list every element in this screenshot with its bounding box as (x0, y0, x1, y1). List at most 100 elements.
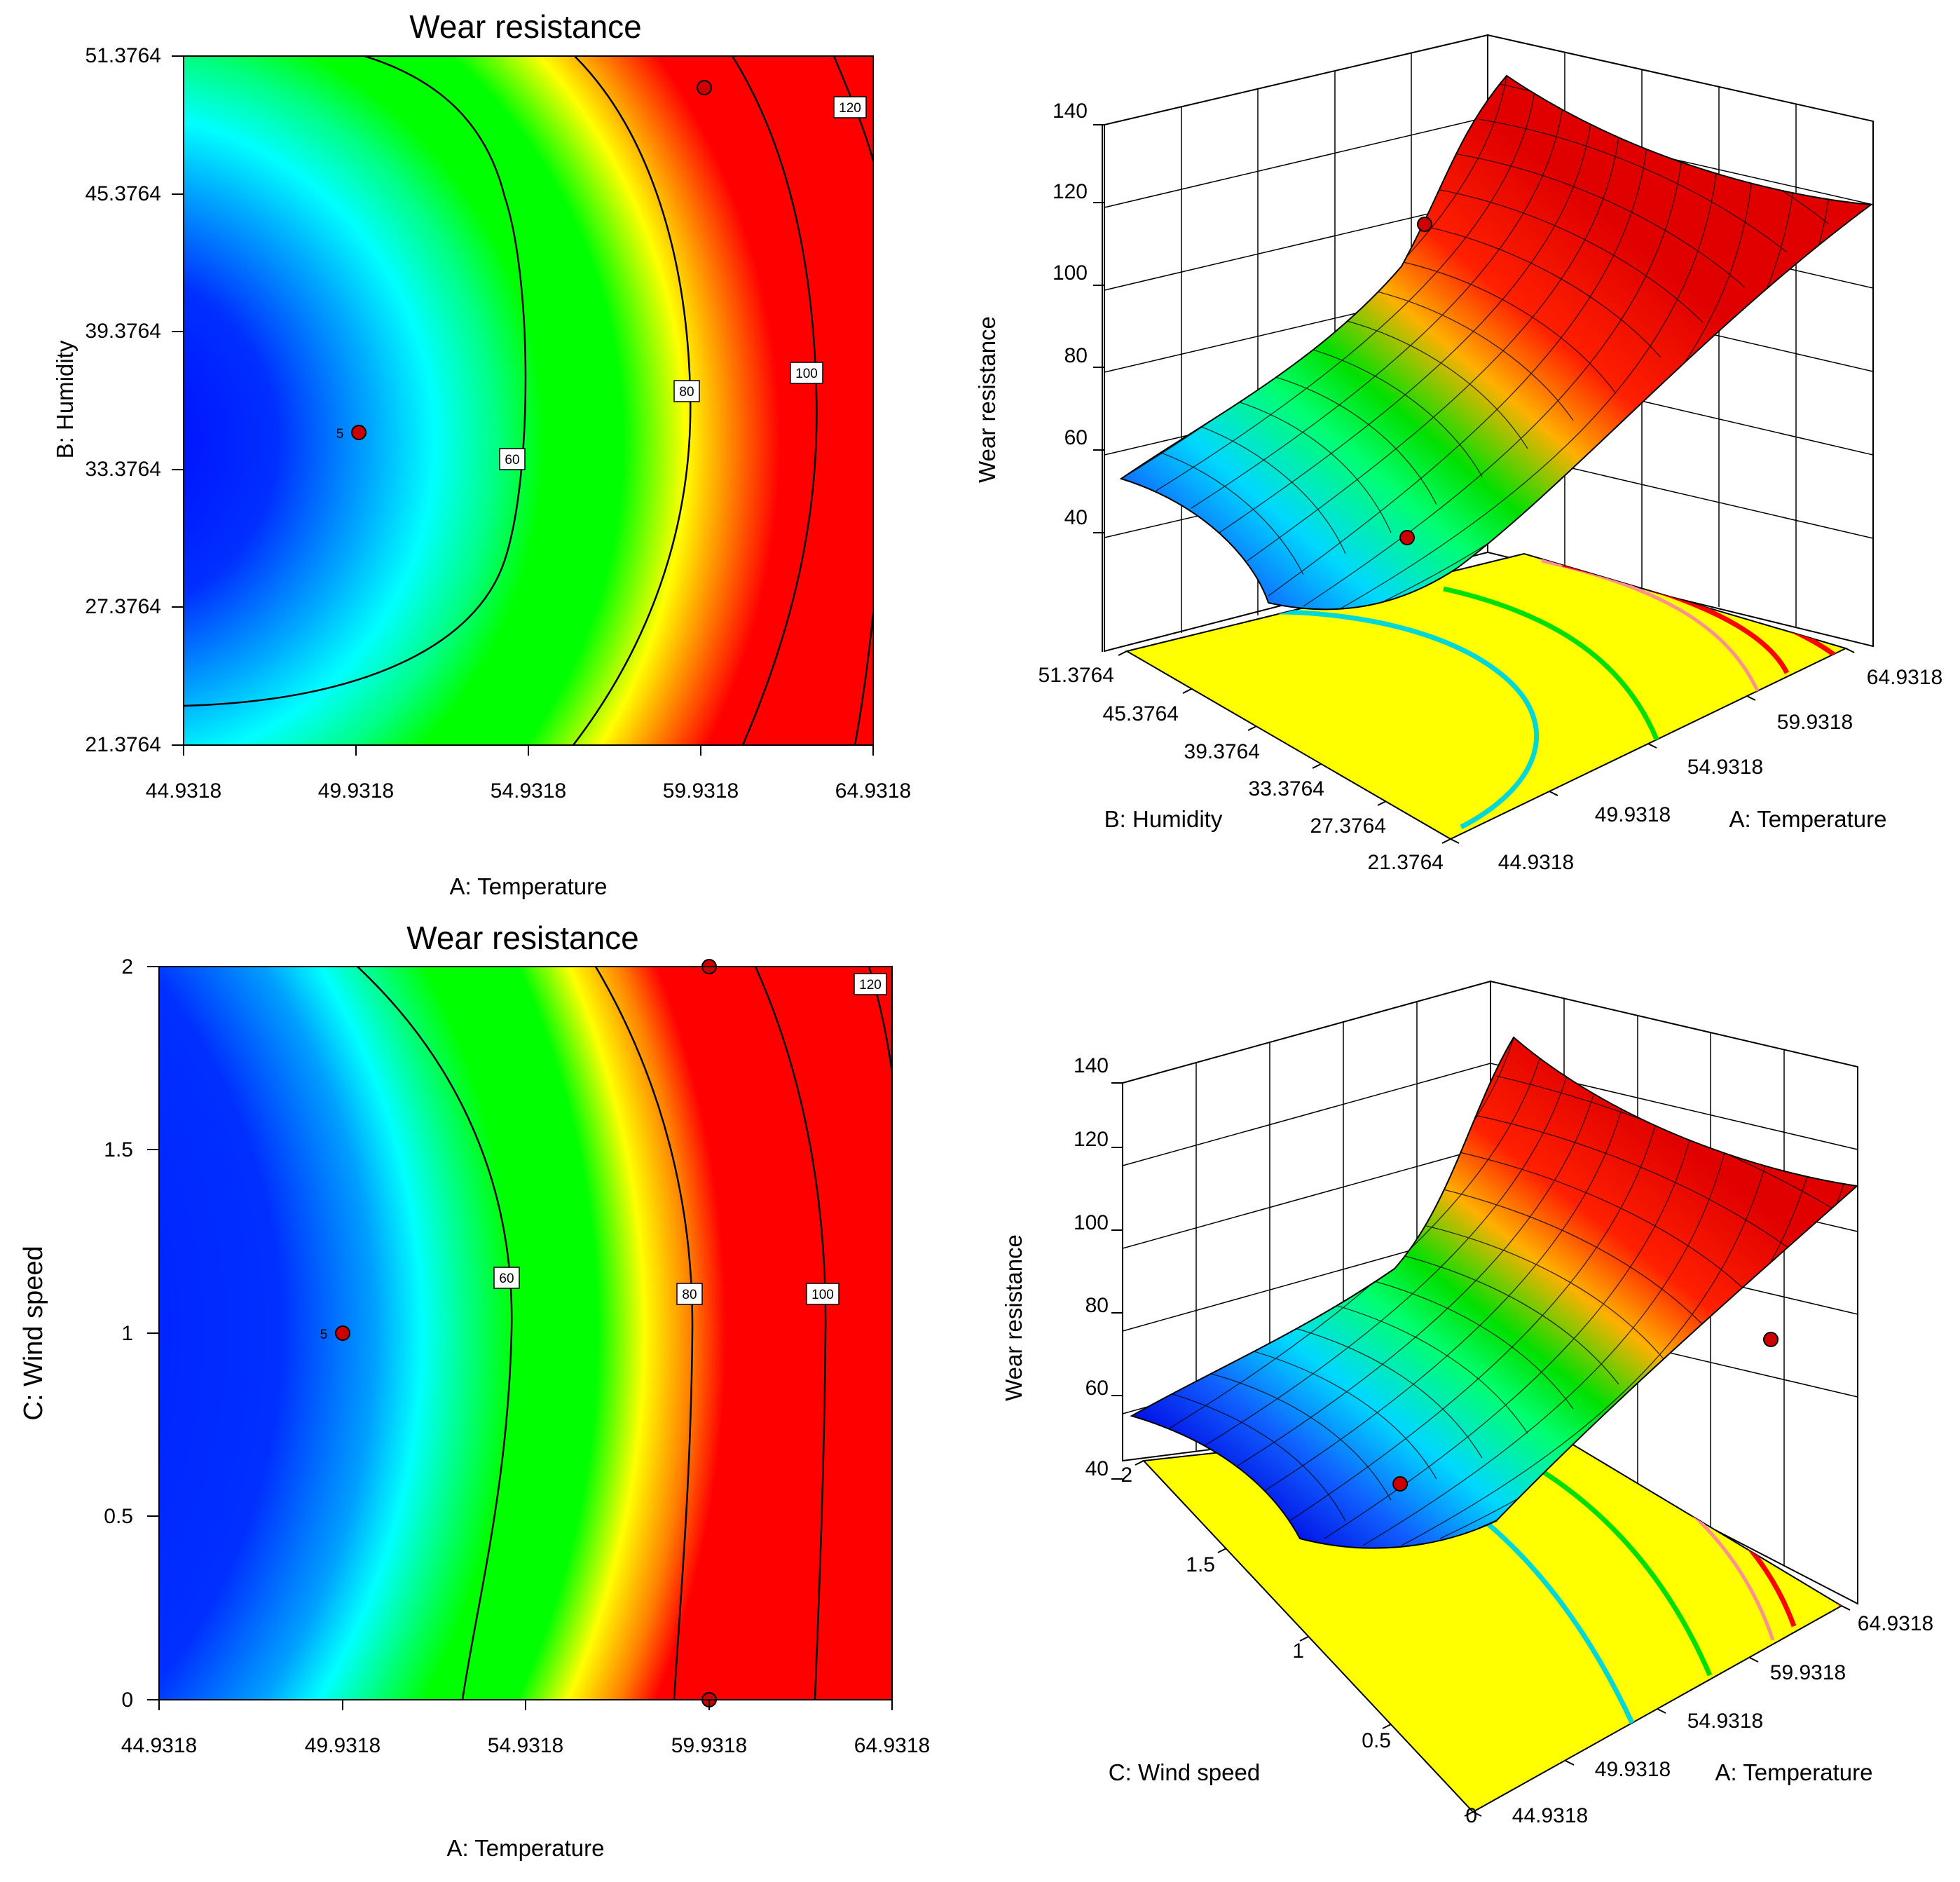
contour3-line-80 (594, 967, 694, 1700)
contour1-xtick-2: 54.9318 (491, 779, 566, 803)
surface1-ztick-140: 140 (1053, 100, 1088, 123)
surface1-floor-contour-60 (1196, 609, 1539, 830)
contour1-xtick-4: 64.9318 (835, 779, 911, 803)
contour1-ytick-1: 27.3764 (85, 595, 161, 618)
contour3-x-ticks: 44.9318 49.9318 54.9318 59.9318 64.9318 (121, 1700, 930, 1757)
surface1-ytick-2: 33.3764 (1249, 777, 1324, 800)
surface2-y-ticks: 2 1.5 1 0.5 0 (1121, 1460, 1477, 1827)
contour3-xlabel: A: Temperature (446, 1835, 604, 1861)
contour1-line-110 (854, 603, 873, 745)
surface2-ytick-4: 2 (1121, 1464, 1132, 1487)
surface2-ytick-0: 0 (1465, 1804, 1477, 1827)
surface2-xtick-2: 54.9318 (1687, 1710, 1763, 1733)
surface2-xtick-4: 64.9318 (1858, 1612, 1933, 1635)
contour3-center-label: 5 (320, 1328, 328, 1342)
surface2-ytick-2: 1 (1292, 1639, 1304, 1663)
surface2-zlabel: Wear resistance (1001, 1234, 1027, 1401)
contour3-label-100: 100 (811, 1288, 834, 1302)
surface2-ytick-1: 0.5 (1362, 1729, 1391, 1752)
surface1-x-ticks: 44.9318 49.9318 54.9318 59.9318 64.9318 (1450, 648, 1942, 874)
contour1-x-ticks: 44.9318 49.9318 54.9318 59.9318 64.9318 (146, 745, 911, 803)
surface1-floor-contour-80 (1443, 586, 1664, 751)
contour3-ytick-3: 1.5 (104, 1138, 133, 1161)
surface2-ztick-120: 120 (1074, 1128, 1109, 1151)
surface1-xtick-2: 54.9318 (1687, 756, 1763, 779)
surface2-xtick-3: 59.9318 (1770, 1661, 1846, 1684)
surface1-z-ticks: 40 60 80 100 120 140 (1053, 100, 1104, 533)
surface1-xtick-1: 49.9318 (1595, 803, 1671, 826)
surface1-ytick-1: 27.3764 (1310, 814, 1386, 838)
contour1-ytick-5: 51.3764 (85, 44, 161, 67)
contour1-ytick-0: 21.3764 (85, 733, 161, 756)
surface1-ytick-4: 45.3764 (1103, 702, 1179, 725)
surface1-mesh (1119, 74, 1873, 611)
surface2-mesh (1130, 1036, 1859, 1549)
surface-panel-wind: 40 60 80 100 120 140 Wear resistance 2 1… (1001, 980, 1933, 1827)
contour3-label-60: 60 (499, 1271, 514, 1286)
surface1-xtick-4: 64.9318 (1867, 666, 1942, 689)
contour3-ytick-4: 2 (121, 955, 133, 978)
surface1-front-edges (1102, 121, 1874, 652)
surface1-xlabel: A: Temperature (1729, 806, 1886, 832)
contour3-ytick-0: 0 (121, 1689, 133, 1712)
surface1-design-point-top (1417, 217, 1432, 232)
contour3-colormap (159, 967, 892, 1700)
contour1-xlabel: A: Temperature (449, 873, 607, 899)
contour1-label-60: 60 (505, 453, 519, 468)
contour1-xtick-0: 44.9318 (146, 779, 221, 803)
surface1-xtick-3: 59.9318 (1777, 711, 1853, 734)
surface1-ztick-60: 60 (1064, 426, 1088, 449)
contour3-ytick-2: 1 (121, 1322, 133, 1345)
surface2-xtick-1: 49.9318 (1595, 1758, 1671, 1781)
contour1-label-80: 80 (679, 385, 694, 400)
contour3-xtick-1: 49.9318 (305, 1734, 381, 1757)
surface2-design-point-center (1392, 1476, 1408, 1492)
surface2-ztick-80: 80 (1085, 1294, 1109, 1317)
contour1-ytick-2: 33.3764 (85, 458, 161, 481)
surface2-ztick-140: 140 (1074, 1054, 1109, 1077)
surface1-floor (1125, 552, 1848, 840)
surface-panel-humidity: 40 60 80 100 120 140 Wear resistance 51.… (974, 34, 1942, 874)
contour3-ytick-1: 0.5 (104, 1505, 133, 1528)
contour1-line-60 (184, 56, 527, 707)
surface2-ylabel: C: Wind speed (1109, 1759, 1260, 1785)
surface1-ztick-40: 40 (1064, 506, 1088, 529)
contour3-xtick-3: 59.9318 (671, 1734, 747, 1757)
surface2-xlabel: A: Temperature (1715, 1759, 1872, 1785)
contour1-center-label: 5 (336, 427, 344, 442)
contour3-xtick-0: 44.9318 (121, 1734, 197, 1757)
contour1-design-point-center (351, 425, 366, 440)
surface1-zlabel: Wear resistance (974, 316, 1000, 483)
surface2-ztick-60: 60 (1085, 1377, 1109, 1400)
contour1-line-100 (731, 56, 818, 745)
contour1-label-100: 100 (795, 367, 818, 381)
contour1-colormap (184, 56, 873, 745)
contour3-line-100 (754, 967, 827, 1700)
contour3-label-120: 120 (859, 978, 882, 993)
contour-panel-wind: Wear resistance 60 80 100 120 5 (19, 920, 930, 1861)
contour-panel-humidity: Wear resistance 60 80 100 120 5 (52, 8, 911, 899)
contour1-xtick-3: 59.9318 (663, 779, 739, 803)
contour3-xtick-4: 64.9318 (854, 1734, 930, 1757)
surface2-design-point-right (1763, 1332, 1779, 1347)
contour1-design-point-top (697, 80, 712, 95)
surface1-ztick-100: 100 (1053, 261, 1088, 285)
contour3-label-80: 80 (682, 1288, 697, 1302)
surface2-ytick-3: 1.5 (1186, 1553, 1215, 1576)
surface2-front-edges (1122, 1067, 1858, 1604)
contour3-design-point-center (335, 1325, 350, 1341)
surface2-z-ticks: 40 60 80 100 120 140 (1074, 1054, 1123, 1480)
surface1-ztick-120: 120 (1053, 180, 1088, 203)
surface2-xtick-0: 44.9318 (1512, 1804, 1588, 1827)
surface2-ztick-40: 40 (1085, 1457, 1109, 1480)
surface1-design-point-center (1399, 530, 1415, 545)
surface1-ytick-5: 51.3764 (1039, 664, 1114, 687)
contour3-title: Wear resistance (406, 920, 639, 956)
surface1-ztick-80: 80 (1064, 344, 1088, 367)
surface1-ytick-0: 21.3764 (1368, 851, 1444, 874)
contour1-ytick-4: 45.3764 (85, 182, 161, 205)
contour1-title: Wear resistance (409, 8, 642, 45)
surface2-x-ticks: 44.9318 49.9318 54.9318 59.9318 64.9318 (1472, 1605, 1933, 1827)
surface1-ylabel: B: Humidity (1104, 806, 1223, 832)
